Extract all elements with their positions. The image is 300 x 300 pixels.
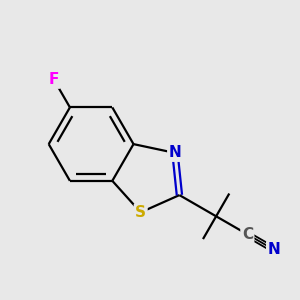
Text: N: N [169, 146, 182, 160]
Text: N: N [268, 242, 280, 257]
Text: S: S [135, 205, 146, 220]
Text: F: F [49, 72, 59, 87]
Text: C: C [242, 227, 253, 242]
